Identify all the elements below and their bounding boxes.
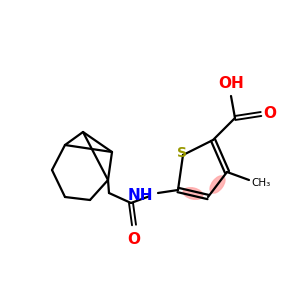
Ellipse shape xyxy=(183,188,203,199)
Text: CH₃: CH₃ xyxy=(251,178,270,188)
Text: O: O xyxy=(263,106,276,122)
Ellipse shape xyxy=(210,176,225,193)
Text: NH: NH xyxy=(128,188,153,202)
Text: S: S xyxy=(177,146,187,160)
Text: O: O xyxy=(128,232,140,247)
Text: OH: OH xyxy=(218,76,244,91)
